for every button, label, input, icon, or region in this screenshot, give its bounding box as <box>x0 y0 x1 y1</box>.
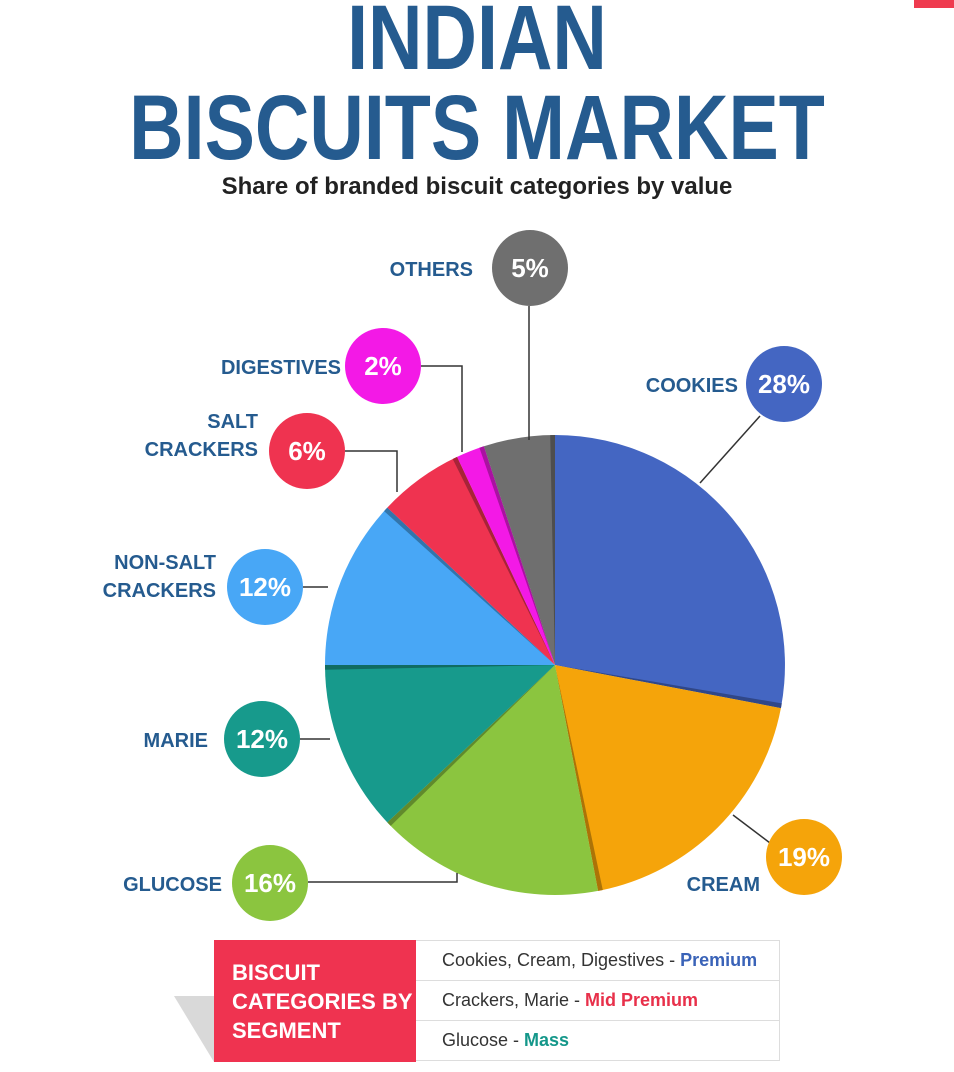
legend-heading-line-1: BISCUIT <box>232 960 320 985</box>
pie-slice-digestives <box>457 446 555 665</box>
leader-line-digestives <box>421 365 463 452</box>
value-bubble-digestives <box>345 328 421 404</box>
category-label-salt-crackers-line-1: SALT <box>207 411 258 433</box>
value-bubble-cookies <box>746 346 822 422</box>
value-label-non-salt-crackers: 12% <box>239 572 291 602</box>
pie-slice-edge-marie <box>325 665 555 670</box>
pie-slice-edge-cream <box>555 665 603 891</box>
value-bubble-salt-crackers <box>269 413 345 489</box>
leader-line-cream <box>732 814 775 847</box>
pie-slice-edge-glucose <box>387 665 555 826</box>
legend-row-mass: Glucose - Mass <box>416 1021 779 1061</box>
category-label-non-salt-crackers-line-2: CRACKERS <box>103 580 216 602</box>
value-label-cream: 19% <box>778 842 830 872</box>
category-label-digestives: DIGESTIVES <box>221 357 341 379</box>
pie-slice-cookies <box>555 435 785 709</box>
pie-slice-edge-salt-crackers <box>452 456 555 665</box>
pie-slice-edge-digestives <box>479 446 555 665</box>
value-bubble-cream <box>766 819 842 895</box>
pie-slice-edge-non-salt-crackers <box>384 507 555 665</box>
value-label-marie: 12% <box>236 724 288 754</box>
chart-title-line-1: INDIAN <box>347 0 607 89</box>
value-label-cookies: 28% <box>758 369 810 399</box>
legend-row-text: Cookies, Cream, Digestives - <box>442 950 681 970</box>
category-label-cookies: COOKIES <box>646 375 738 397</box>
legend-row-text: Glucose - <box>442 1030 525 1050</box>
legend-row-text: Crackers, Marie - <box>442 990 586 1010</box>
leader-line-glucose <box>308 873 458 883</box>
pie-slice-non-salt-crackers <box>325 507 555 665</box>
pie-slice-edge-cookies <box>555 665 782 709</box>
category-label-cream: CREAM <box>687 874 760 896</box>
legend-row-premium: Cookies, Cream, Digestives - Premium <box>416 941 779 981</box>
chart-title-line-2: BISCUITS MARKET <box>129 77 825 179</box>
value-bubble-others <box>492 230 568 306</box>
leader-line-cookies <box>699 415 761 484</box>
legend-segment-mid-premium: Mid Premium <box>585 990 699 1010</box>
leader-line-salt-crackers <box>345 450 398 492</box>
category-label-non-salt-crackers-line-1: NON-SALT <box>114 552 216 574</box>
category-label-others: OTHERS <box>390 259 473 281</box>
pie-slice-salt-crackers <box>387 456 555 665</box>
value-label-salt-crackers: 6% <box>288 436 326 466</box>
pie-slice-edge-others <box>550 435 555 665</box>
chart-subtitle: Share of branded biscuit categories by v… <box>221 173 733 200</box>
value-bubble-marie <box>224 701 300 777</box>
pie-chart: 28% COOKIES 19% CREAM 16% GLUCOSE 12% MARIE 12% N… <box>103 230 842 921</box>
legend-table: Cookies, Cream, Digestives - Premium Cra… <box>416 940 780 1061</box>
category-label-marie: MARIE <box>144 730 208 752</box>
legend-segment-premium: Premium <box>680 950 758 970</box>
pie-slice-others <box>483 435 555 665</box>
legend-heading-line-3: SEGMENT <box>232 1018 341 1043</box>
value-label-others: 5% <box>511 253 549 283</box>
legend-heading-line-2: CATEGORIES BY <box>232 989 413 1014</box>
pie-slice-cream <box>555 665 781 891</box>
value-bubble-non-salt-crackers <box>227 549 303 625</box>
category-label-glucose: GLUCOSE <box>123 874 222 896</box>
corner-accent <box>914 0 954 8</box>
pie-slice-glucose <box>387 665 599 895</box>
value-label-glucose: 16% <box>244 868 296 898</box>
legend-segment-mass: Mass <box>524 1030 570 1050</box>
legend-row-mid-premium: Crackers, Marie - Mid Premium <box>416 981 779 1021</box>
legend-heading: BISCUIT CATEGORIES BY SEGMENT <box>214 940 416 1062</box>
value-bubble-glucose <box>232 845 308 921</box>
category-label-salt-crackers-line-2: CRACKERS <box>145 439 258 461</box>
pie-slice-marie <box>325 665 555 823</box>
value-label-digestives: 2% <box>364 351 402 381</box>
